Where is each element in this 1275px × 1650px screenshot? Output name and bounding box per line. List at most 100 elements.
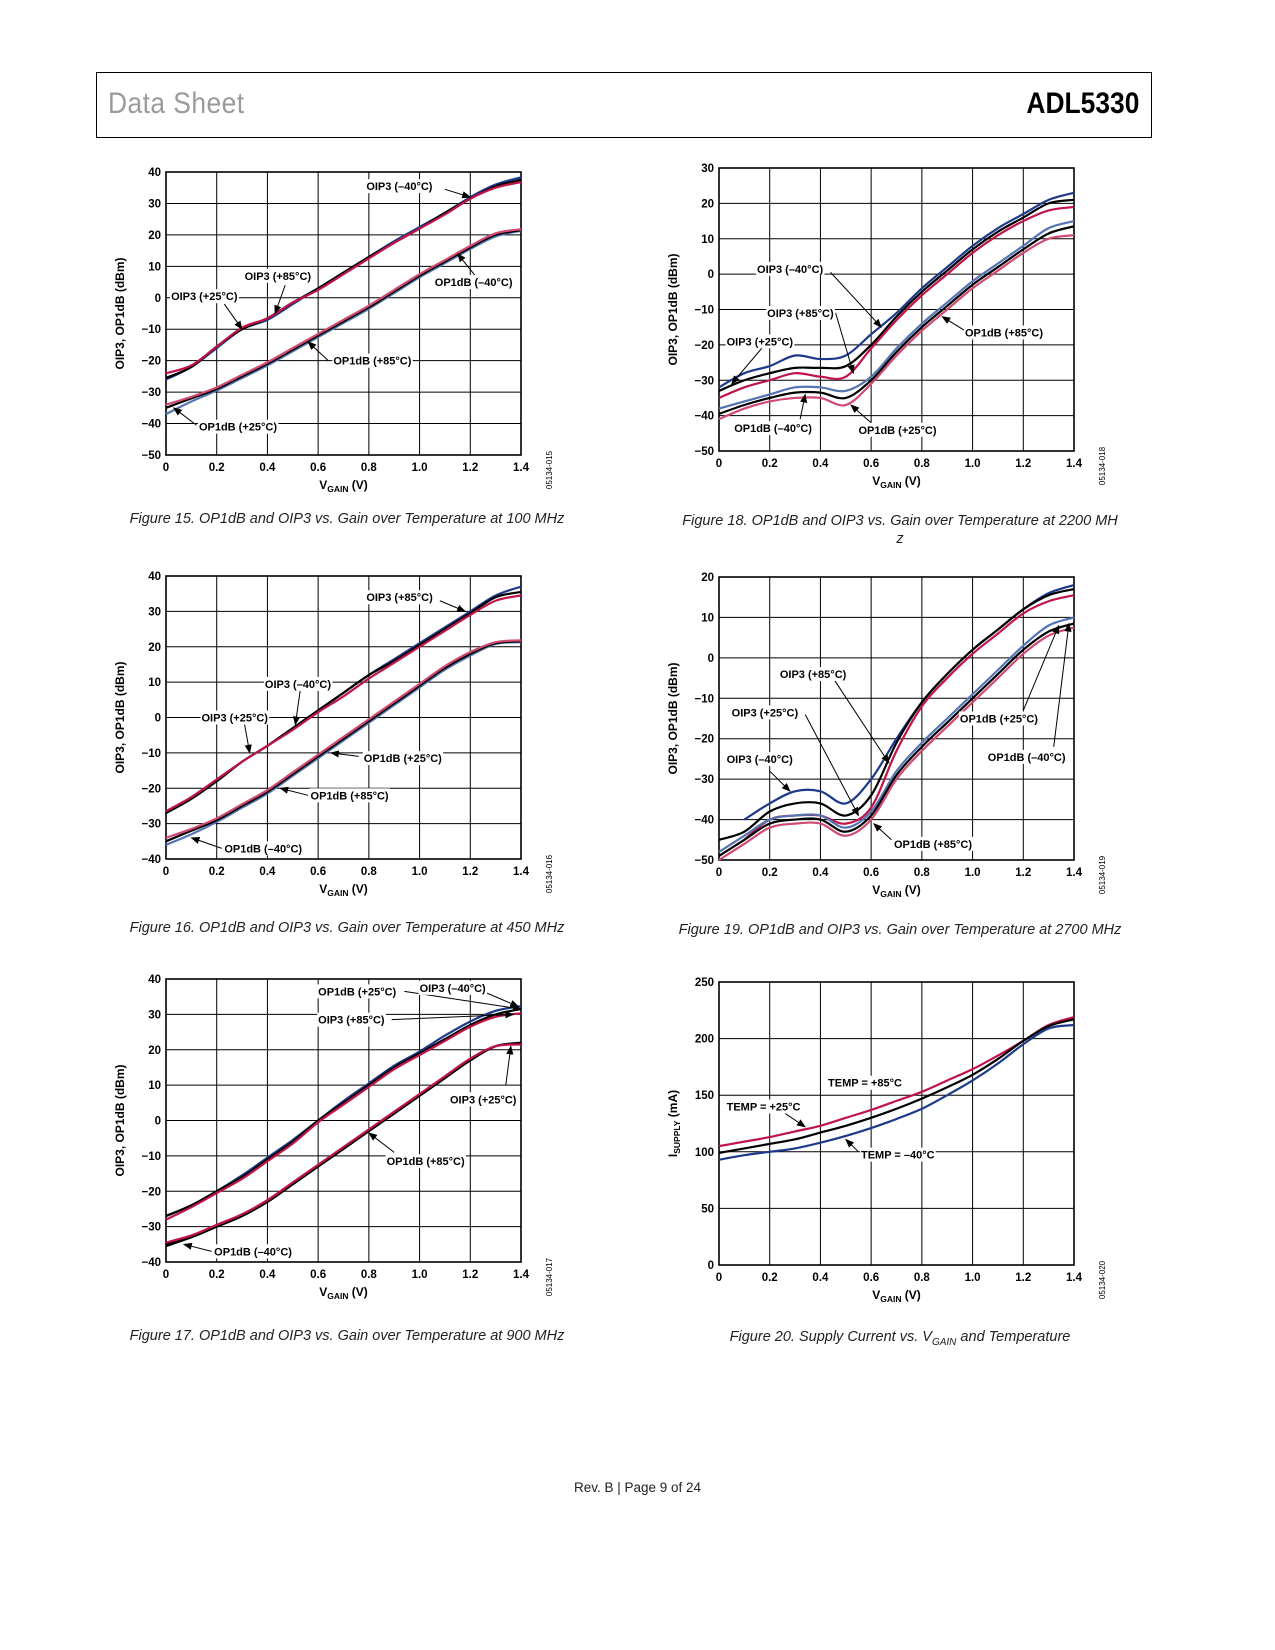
y-tick-label: −30 xyxy=(141,387,161,399)
y-tick-label: −10 xyxy=(141,1151,161,1163)
x-axis-label-main: V xyxy=(319,478,327,492)
series-line xyxy=(718,205,1075,399)
annotation-bg xyxy=(213,1244,294,1259)
annotation-arrow xyxy=(850,404,872,424)
annotation-arrow xyxy=(190,837,222,849)
x-tick-label: 0.4 xyxy=(259,462,276,474)
annotation-label: OP1dB (+85°C) xyxy=(311,790,389,802)
y-tick-label: −20 xyxy=(694,340,714,352)
chart-svg: 0 0.2 0.4 0.6 0.8 1.0 1.2 1.4 0 50 100 150 200 250 VGA… xyxy=(666,977,1107,1304)
annotation-bg xyxy=(365,179,434,194)
caption-figure-20: Figure 20. Supply Current vs. VGAIN and … xyxy=(640,1328,1160,1352)
annotation-label: OIP3 (–40°C) xyxy=(265,679,331,691)
x-tick-label: 0.2 xyxy=(762,1272,778,1284)
y-axis-label: OIP3, OP1dB (dBm) xyxy=(113,257,127,369)
y-axis-label-main: OIP3, OP1dB (dBm) xyxy=(113,1064,127,1176)
chart-figure-17: 0 0.2 0.4 0.6 0.8 1.0 1.2 1.4 −40 −30 −20 −10 0 10 20 3… xyxy=(96,967,576,1312)
annotation-bg xyxy=(827,1075,903,1090)
annotation-arrow xyxy=(845,1138,859,1153)
caption-text: Figure 15. OP1dB and OIP3 vs. Gain over … xyxy=(129,511,565,527)
annotation-bg xyxy=(778,667,848,682)
caption-text-end: and Temperature xyxy=(956,1329,1071,1345)
x-tick-label: 0.8 xyxy=(361,1269,378,1281)
x-axis-label-unit: (V) xyxy=(348,882,367,896)
plot-frame xyxy=(718,576,1075,861)
chart-figure-15: 0 0.2 0.4 0.6 0.8 1.0 1.2 1.4 −50 −40 −30 −20 −10 0 10… xyxy=(96,160,576,505)
x-tick-label: 0.4 xyxy=(812,1272,829,1284)
annotation-label: OIP3 (+25°C) xyxy=(450,1094,517,1106)
x-tick-label: 1.0 xyxy=(412,866,428,878)
annotation-label: OIP3 (–40°C) xyxy=(420,983,486,995)
annotation-label: OIP3 (–40°C) xyxy=(757,264,823,276)
header-part-number: ADL5330 xyxy=(1026,87,1139,120)
x-tick-label: 0.2 xyxy=(762,458,778,470)
y-tick-label: 30 xyxy=(148,198,161,210)
caption-text: Figure 17. OP1dB and OIP3 vs. Gain over … xyxy=(129,1328,565,1344)
y-tick-label: 0 xyxy=(708,1260,714,1272)
annotation-arrow xyxy=(873,823,892,841)
annotation-label: OP1dB (+85°C) xyxy=(894,839,972,851)
annotation-arrow xyxy=(731,344,766,385)
caption-text: Figure 20. Supply Current vs. V xyxy=(729,1329,932,1345)
annotation-arrow xyxy=(784,1112,806,1128)
y-tick-label: 10 xyxy=(148,1080,161,1092)
y-axis-label-main: OIP3, OP1dB (dBm) xyxy=(666,253,680,365)
plot-frame xyxy=(718,981,1075,1266)
annotation-bg xyxy=(892,836,974,851)
y-tick-label: 0 xyxy=(708,269,714,281)
x-axis-label-sub: GAIN xyxy=(327,888,348,898)
figure-code: 05134-018 xyxy=(1098,446,1107,485)
y-tick-label: −20 xyxy=(141,356,161,368)
y-tick-label: −10 xyxy=(694,305,714,317)
annotation-arrow xyxy=(223,303,243,330)
x-tick-label: 0.2 xyxy=(762,867,778,879)
y-tick-label: 10 xyxy=(701,234,714,246)
y-tick-label: −30 xyxy=(141,819,161,831)
x-axis-label-sub: GAIN xyxy=(880,1294,901,1304)
y-tick-label: 20 xyxy=(148,230,161,242)
y-tick-label: 20 xyxy=(701,572,714,584)
annotation-bg xyxy=(958,711,1040,726)
x-axis-label-main: V xyxy=(872,883,880,897)
x-axis-label-sub: GAIN xyxy=(327,484,348,494)
chart-svg: 0 0.2 0.4 0.6 0.8 1.0 1.2 1.4 −50 −40 −30 −20 −10 0 10… xyxy=(113,167,554,494)
x-tick-label: 0 xyxy=(716,867,722,879)
x-tick-label: 0.2 xyxy=(209,462,225,474)
annotation-arrow xyxy=(279,786,309,796)
y-tick-label: 0 xyxy=(155,1116,161,1128)
annotation-arrow xyxy=(505,1045,514,1086)
caption-subscript: GAIN xyxy=(931,1336,957,1348)
y-axis-label-unit: (mA) xyxy=(666,1090,680,1121)
y-axis-label: ISUPPLY (mA) xyxy=(666,1090,682,1157)
chart-svg: 0 0.2 0.4 0.6 0.8 1.0 1.2 1.4 −50 −40 −30 −20 −10 0 10… xyxy=(666,163,1107,490)
y-tick-label: −40 xyxy=(141,854,161,866)
y-tick-label: 20 xyxy=(148,642,161,654)
chart-figure-18: 0 0.2 0.4 0.6 0.8 1.0 1.2 1.4 −50 −40 −30 −20 −10 0 10… xyxy=(649,156,1129,501)
annotation-bg xyxy=(223,841,304,856)
annotation-bg xyxy=(963,325,1045,340)
annotation-arrow xyxy=(1022,624,1060,711)
y-tick-label: −10 xyxy=(141,748,161,760)
y-axis-label-sub: SUPPLY xyxy=(672,1120,682,1154)
chart-svg: 0 0.2 0.4 0.6 0.8 1.0 1.2 1.4 −40 −30 −20 −10 0 10 20 3… xyxy=(113,974,554,1301)
annotation-arrow xyxy=(799,393,808,420)
figure-code: 05134-016 xyxy=(545,854,554,893)
y-tick-label: 40 xyxy=(148,167,161,179)
annotation-arrow xyxy=(292,689,301,726)
y-tick-label: −20 xyxy=(141,783,161,795)
x-tick-label: 0.6 xyxy=(310,462,326,474)
y-tick-label: −20 xyxy=(141,1186,161,1198)
chart-svg: 0 0.2 0.4 0.6 0.8 1.0 1.2 1.4 −40 −30 −20 −10 0 10 20 3… xyxy=(113,571,554,898)
y-tick-label: −50 xyxy=(694,855,714,867)
y-tick-label: −40 xyxy=(694,411,714,423)
x-tick-label: 0.8 xyxy=(914,867,931,879)
annotation-bg xyxy=(433,275,514,290)
y-tick-label: 50 xyxy=(701,1203,714,1215)
x-tick-label: 0.6 xyxy=(863,458,879,470)
annotation-label: TEMP = +85°C xyxy=(828,1078,902,1090)
caption-figure-16: Figure 16. OP1dB and OIP3 vs. Gain over … xyxy=(87,919,607,937)
series-line xyxy=(165,180,522,375)
caption-text: Figure 16. OP1dB and OIP3 vs. Gain over … xyxy=(129,920,565,936)
annotation-label: OIP3 (+25°C) xyxy=(732,707,799,719)
y-axis-label-main: I xyxy=(666,1154,680,1157)
